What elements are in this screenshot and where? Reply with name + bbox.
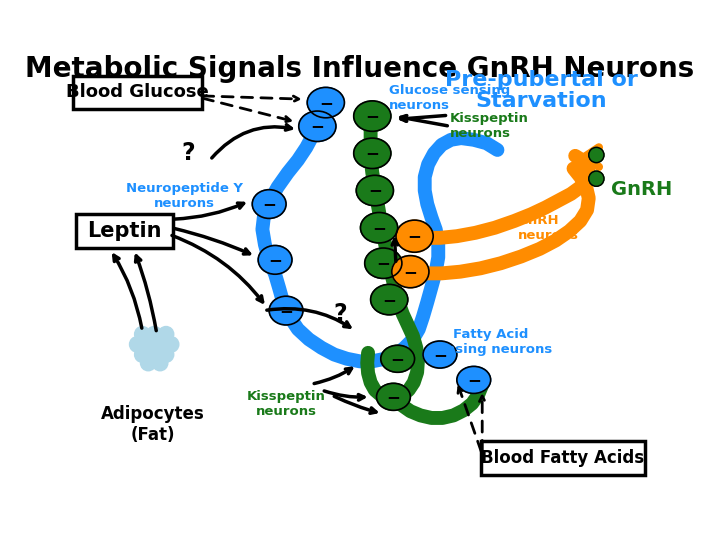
Circle shape — [147, 347, 162, 362]
Text: Blood Glucose: Blood Glucose — [66, 84, 209, 102]
Text: −: − — [403, 262, 418, 281]
Ellipse shape — [258, 246, 292, 274]
Text: Neuropeptide Y
neurons: Neuropeptide Y neurons — [126, 181, 243, 210]
Circle shape — [153, 337, 168, 352]
Circle shape — [135, 327, 150, 342]
Ellipse shape — [252, 190, 286, 218]
Circle shape — [158, 347, 174, 362]
Text: Leptin: Leptin — [87, 221, 162, 241]
Text: −: − — [433, 346, 447, 363]
Ellipse shape — [377, 383, 410, 410]
Ellipse shape — [423, 341, 457, 368]
Text: −: − — [368, 181, 382, 199]
Text: −: − — [310, 117, 324, 135]
Circle shape — [147, 327, 162, 342]
Ellipse shape — [365, 248, 402, 279]
Text: −: − — [467, 371, 481, 389]
Text: −: − — [365, 144, 379, 163]
Circle shape — [140, 355, 156, 370]
Text: −: − — [382, 291, 396, 308]
Text: −: − — [387, 388, 400, 406]
Ellipse shape — [361, 213, 397, 243]
Text: Glucose sensing
neurons: Glucose sensing neurons — [390, 84, 510, 112]
Ellipse shape — [354, 101, 391, 131]
Text: −: − — [372, 219, 386, 237]
Ellipse shape — [307, 87, 344, 118]
Ellipse shape — [354, 138, 391, 168]
Text: Adipocytes
(Fat): Adipocytes (Fat) — [101, 406, 204, 444]
Text: −: − — [365, 107, 379, 125]
Ellipse shape — [269, 296, 303, 325]
Text: Kisspeptin
neurons: Kisspeptin neurons — [247, 389, 325, 417]
Text: ?: ? — [333, 302, 347, 326]
FancyBboxPatch shape — [480, 441, 644, 475]
Circle shape — [140, 337, 156, 352]
Text: −: − — [377, 254, 390, 272]
Text: −: − — [391, 350, 405, 368]
Ellipse shape — [396, 220, 433, 252]
Text: GnRH
neurons: GnRH neurons — [518, 214, 579, 242]
Text: Fatty Acid
sensing neurons: Fatty Acid sensing neurons — [429, 328, 552, 356]
Circle shape — [153, 355, 168, 370]
Ellipse shape — [457, 366, 490, 394]
Ellipse shape — [299, 111, 336, 141]
Circle shape — [135, 347, 150, 362]
Circle shape — [163, 337, 179, 352]
Text: Starvation: Starvation — [476, 91, 607, 111]
Circle shape — [589, 147, 604, 163]
FancyBboxPatch shape — [76, 214, 173, 248]
Text: Blood Fatty Acids: Blood Fatty Acids — [481, 449, 644, 467]
Text: −: − — [319, 93, 333, 112]
Circle shape — [130, 337, 145, 352]
Text: Pre-pubertal or: Pre-pubertal or — [445, 70, 638, 91]
Ellipse shape — [392, 255, 429, 288]
Ellipse shape — [371, 285, 408, 315]
Text: GnRH: GnRH — [611, 180, 672, 199]
Ellipse shape — [356, 176, 393, 206]
Text: −: − — [279, 301, 293, 320]
Text: −: − — [262, 195, 276, 213]
Text: −: − — [408, 227, 421, 245]
Circle shape — [589, 171, 604, 186]
FancyBboxPatch shape — [73, 76, 202, 110]
Circle shape — [158, 327, 174, 342]
Ellipse shape — [381, 345, 415, 372]
Text: Kisspeptin
neurons: Kisspeptin neurons — [450, 112, 529, 140]
Text: −: − — [268, 251, 282, 269]
Text: Metabolic Signals Influence GnRH Neurons: Metabolic Signals Influence GnRH Neurons — [25, 55, 694, 83]
Text: ?: ? — [181, 141, 195, 165]
